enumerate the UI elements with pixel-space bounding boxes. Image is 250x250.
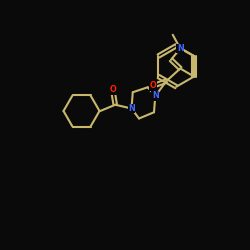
Text: N: N	[177, 44, 184, 53]
Text: O: O	[150, 82, 156, 90]
Text: O: O	[110, 85, 116, 94]
Text: N: N	[128, 104, 135, 113]
Text: N: N	[152, 92, 159, 100]
